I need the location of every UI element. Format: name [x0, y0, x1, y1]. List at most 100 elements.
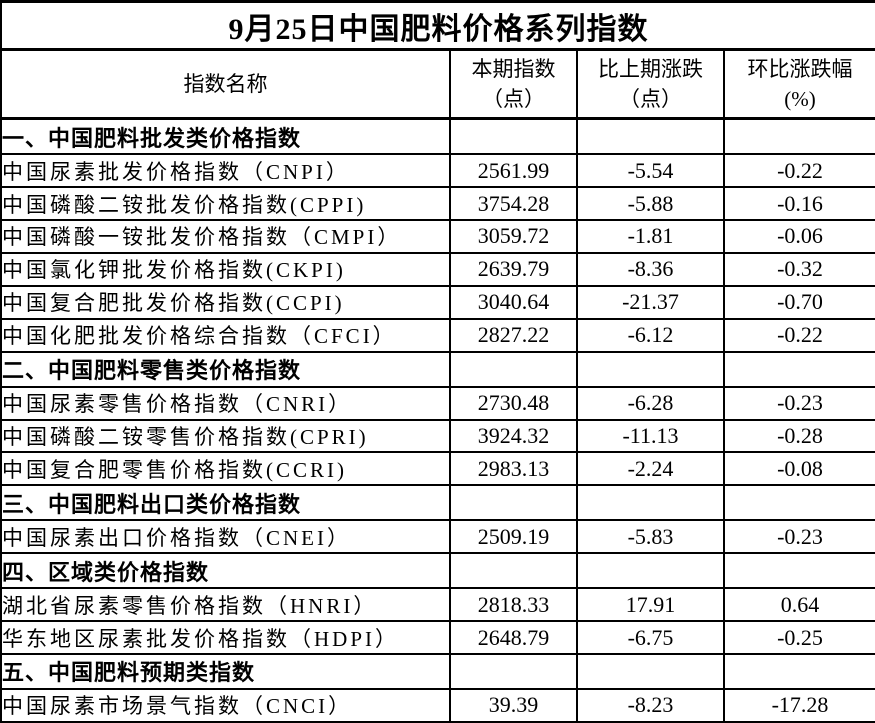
- current-index-cell: [449, 484, 578, 522]
- change-cell: -1.81: [576, 219, 725, 254]
- column-header-line: 环比涨跌幅: [747, 56, 853, 81]
- index-name-cell: 中国磷酸二铵零售价格指数(CPRI): [0, 418, 451, 454]
- current-index-cell: 3059.72: [449, 219, 578, 254]
- change-cell: -6.28: [576, 385, 725, 421]
- table-row: 中国复合肥批发价格指数(CCPI) 3040.64 -21.37 -0.70: [0, 284, 875, 320]
- section-title-cell: 五、中国肥料预期类指数: [0, 653, 451, 690]
- section-row: 二、中国肥料零售类价格指数: [0, 350, 875, 388]
- current-index-cell: 2818.33: [449, 587, 578, 623]
- section-title-cell: 四、区域类价格指数: [0, 552, 451, 590]
- pct-change-cell: 0.64: [723, 587, 875, 623]
- current-index-cell: [449, 117, 578, 156]
- change-cell: 17.91: [576, 587, 725, 623]
- column-header-line: (%): [784, 87, 816, 112]
- change-cell: -6.75: [576, 620, 725, 655]
- table-row: 中国氯化钾批发价格指数(CKPI) 2639.79 -8.36 -0.32: [0, 251, 875, 287]
- pct-change-cell: -0.22: [723, 317, 875, 353]
- current-index-cell: 3040.64: [449, 284, 578, 320]
- index-name-cell: 中国复合肥零售价格指数(CCRI): [0, 451, 451, 487]
- pct-change-cell: [723, 653, 875, 690]
- column-header-change: 比上期涨跌 （点）: [576, 48, 725, 121]
- pct-change-cell: -0.28: [723, 418, 875, 454]
- section-row: 一、中国肥料批发类价格指数: [0, 117, 875, 156]
- section-title-cell: 二、中国肥料零售类价格指数: [0, 350, 451, 388]
- page-title: 9月25日中国肥料价格系列指数: [0, 0, 875, 52]
- pct-change-cell: [723, 552, 875, 590]
- change-cell: -5.83: [576, 519, 725, 555]
- pct-change-cell: [723, 484, 875, 522]
- pct-change-cell: -0.25: [723, 620, 875, 655]
- current-index-cell: 2639.79: [449, 251, 578, 287]
- current-index-cell: 2827.22: [449, 317, 578, 353]
- current-index-cell: 39.39: [449, 687, 578, 723]
- pct-change-cell: -0.23: [723, 385, 875, 421]
- column-header-line: （点）: [619, 87, 682, 112]
- index-name-cell: 中国尿素出口价格指数（CNEI）: [0, 519, 451, 555]
- change-cell: [576, 552, 725, 590]
- section-row: 五、中国肥料预期类指数: [0, 653, 875, 690]
- change-cell: [576, 350, 725, 388]
- table-row: 中国尿素零售价格指数（CNRI） 2730.48 -6.28 -0.23: [0, 385, 875, 421]
- pct-change-cell: -0.32: [723, 251, 875, 287]
- index-name-cell: 中国尿素批发价格指数（CNPI）: [0, 153, 451, 189]
- pct-change-cell: [723, 350, 875, 388]
- table-row: 中国尿素出口价格指数（CNEI） 2509.19 -5.83 -0.23: [0, 519, 875, 555]
- index-name-cell: 中国复合肥批发价格指数(CCPI): [0, 284, 451, 320]
- section-row: 三、中国肥料出口类价格指数: [0, 484, 875, 522]
- index-name-cell: 华东地区尿素批发价格指数（HDPI）: [0, 620, 451, 655]
- current-index-cell: [449, 552, 578, 590]
- current-index-cell: 3754.28: [449, 186, 578, 222]
- index-name-cell: 中国尿素零售价格指数（CNRI）: [0, 385, 451, 421]
- change-cell: -21.37: [576, 284, 725, 320]
- change-cell: [576, 653, 725, 690]
- table-title-row: 9月25日中国肥料价格系列指数: [0, 0, 875, 52]
- current-index-cell: 2648.79: [449, 620, 578, 655]
- column-header-line: 本期指数: [471, 56, 556, 81]
- column-header-pct-change: 环比涨跌幅 (%): [723, 48, 875, 121]
- pct-change-cell: -0.70: [723, 284, 875, 320]
- section-title-cell: 一、中国肥料批发类价格指数: [0, 117, 451, 156]
- change-cell: -5.88: [576, 186, 725, 222]
- current-index-cell: 3924.32: [449, 418, 578, 454]
- column-header-index-name: 指数名称: [0, 48, 451, 121]
- table-row: 湖北省尿素零售价格指数（HNRI） 2818.33 17.91 0.64: [0, 587, 875, 623]
- table-row: 中国化肥批发价格综合指数（CFCI） 2827.22 -6.12 -0.22: [0, 317, 875, 353]
- table-row: 华东地区尿素批发价格指数（HDPI） 2648.79 -6.75 -0.25: [0, 620, 875, 655]
- change-cell: [576, 117, 725, 156]
- pct-change-cell: -0.16: [723, 186, 875, 222]
- current-index-cell: [449, 653, 578, 690]
- table-row: 中国尿素批发价格指数（CNPI） 2561.99 -5.54 -0.22: [0, 153, 875, 189]
- table-row: 中国磷酸二铵零售价格指数(CPRI) 3924.32 -11.13 -0.28: [0, 418, 875, 454]
- change-cell: -2.24: [576, 451, 725, 487]
- pct-change-cell: [723, 117, 875, 156]
- index-name-cell: 中国化肥批发价格综合指数（CFCI）: [0, 317, 451, 353]
- current-index-cell: 2730.48: [449, 385, 578, 421]
- current-index-cell: [449, 350, 578, 388]
- pct-change-cell: -17.28: [723, 687, 875, 723]
- current-index-cell: 2561.99: [449, 153, 578, 189]
- change-cell: -5.54: [576, 153, 725, 189]
- table-row: 中国尿素市场景气指数（CNCI） 39.39 -8.23 -17.28: [0, 687, 875, 723]
- index-name-cell: 湖北省尿素零售价格指数（HNRI）: [0, 587, 451, 623]
- change-cell: [576, 484, 725, 522]
- index-name-cell: 中国尿素市场景气指数（CNCI）: [0, 687, 451, 723]
- change-cell: -11.13: [576, 418, 725, 454]
- column-header-current-index: 本期指数 （点）: [449, 48, 578, 121]
- index-name-cell: 中国磷酸二铵批发价格指数(CPPI): [0, 186, 451, 222]
- index-name-cell: 中国氯化钾批发价格指数(CKPI): [0, 251, 451, 287]
- table-row: 中国磷酸一铵批发价格指数（CMPI） 3059.72 -1.81 -0.06: [0, 219, 875, 254]
- section-title-cell: 三、中国肥料出口类价格指数: [0, 484, 451, 522]
- pct-change-cell: -0.23: [723, 519, 875, 555]
- column-header-line: 比上期涨跌: [598, 56, 703, 81]
- pct-change-cell: -0.06: [723, 219, 875, 254]
- current-index-cell: 2509.19: [449, 519, 578, 555]
- change-cell: -8.36: [576, 251, 725, 287]
- table-row: 中国复合肥零售价格指数(CCRI) 2983.13 -2.24 -0.08: [0, 451, 875, 487]
- change-cell: -6.12: [576, 317, 725, 353]
- pct-change-cell: -0.08: [723, 451, 875, 487]
- change-cell: -8.23: [576, 687, 725, 723]
- column-header-line: （点）: [482, 87, 545, 112]
- table-header-row: 指数名称 本期指数 （点） 比上期涨跌 （点） 环比涨跌幅 (%): [0, 48, 875, 121]
- section-row: 四、区域类价格指数: [0, 552, 875, 590]
